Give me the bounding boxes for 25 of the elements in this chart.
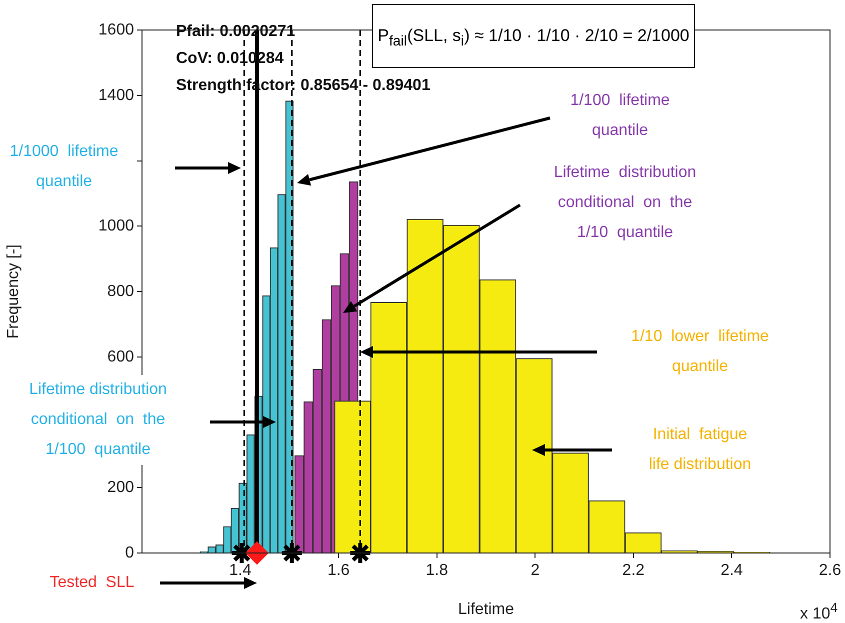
x-tick-label: 1.4 xyxy=(229,562,252,580)
y-tick-label: 1400 xyxy=(98,86,134,104)
y-tick-label: 200 xyxy=(107,479,134,496)
text: 1/1000 lifetime quantile xyxy=(10,137,118,197)
x-tick-label: 2.6 xyxy=(818,562,842,580)
x-tick-label: 1.6 xyxy=(327,562,350,580)
annotation: Lifetime distribution conditional on the 1/100 quantile xyxy=(29,375,167,465)
annotation: Initial fatigue life distribution xyxy=(648,425,752,475)
x-tick-label: 2 xyxy=(530,562,540,580)
y-tick-label: 800 xyxy=(107,282,134,300)
y-tick-label: 600 xyxy=(107,348,134,366)
y-tick-label: 1000 xyxy=(98,218,134,235)
x-axis-title: Lifetime xyxy=(458,600,514,618)
y-axis-title: Frequency [-] xyxy=(5,244,22,339)
x-tick-label: 2.2 xyxy=(622,562,645,580)
chart-title: P$_{fail}$(SLL, s$_{i}$) ≈ 1/10 · 1/10 · 2/10 = 2/1000 xyxy=(372,4,695,68)
x-tick-label: 2.4 xyxy=(720,562,743,580)
y-tick-label: 1600 xyxy=(98,21,134,38)
text: Tested SLL xyxy=(50,573,134,593)
annotation: 1/10 lower lifetime quantile xyxy=(631,327,769,377)
y-tick-label: 0 xyxy=(125,544,134,562)
x-tick-label: 1.8 xyxy=(426,562,448,580)
annotation: 1/100 lifetime quantile xyxy=(570,91,670,141)
annotation: Lifetime distribution conditional on the 1/10 quantile xyxy=(554,163,696,243)
text: x 10$^{4}$ xyxy=(800,599,838,623)
